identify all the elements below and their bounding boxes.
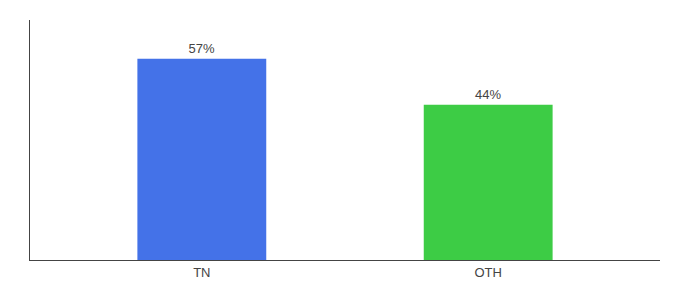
svg-text:OTH: OTH: [474, 265, 501, 280]
svg-text:57%: 57%: [189, 41, 215, 56]
svg-text:TN: TN: [193, 265, 210, 280]
svg-text:44%: 44%: [475, 87, 501, 102]
